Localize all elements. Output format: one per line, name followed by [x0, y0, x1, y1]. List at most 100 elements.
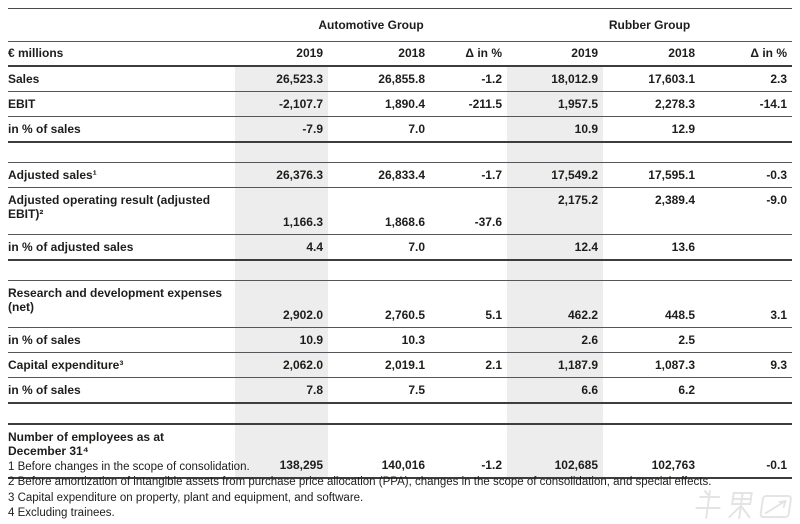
footnote: 1 Before changes in the scope of consoli… — [8, 461, 250, 473]
cell-value: 2,389.4 — [603, 187, 700, 235]
row-label: in % of sales — [8, 116, 235, 143]
table-row-rnd-expenses: Research and development expenses (net) … — [8, 280, 792, 328]
section-spacer-row — [8, 403, 792, 425]
cell-value: 17,595.1 — [603, 162, 700, 188]
cell-value: 10.9 — [507, 116, 603, 143]
cell-value — [700, 327, 792, 353]
group-header-rubber: Rubber Group — [507, 8, 792, 42]
cell-value: -7.9 — [235, 116, 328, 143]
row-label: Capital expenditure³ — [8, 352, 235, 378]
cell-value: -0.1 — [700, 424, 792, 479]
cell-value: 17,603.1 — [603, 66, 700, 92]
cell-value: 2.5 — [603, 327, 700, 353]
col-header-auto-delta: Δ in % — [430, 41, 507, 67]
cell-value — [430, 377, 507, 404]
section-spacer-row — [8, 142, 792, 163]
cell-value — [700, 116, 792, 143]
group-header-row: Automotive Group Rubber Group — [8, 8, 792, 42]
cell-value: 7.0 — [328, 234, 430, 261]
cell-value: 1,868.6 — [328, 187, 430, 235]
cell-value: 2,278.3 — [603, 91, 700, 117]
column-header-row: € millions 2019 2018 Δ in % 2019 2018 Δ … — [8, 41, 792, 67]
cell-value: -9.0 — [700, 187, 792, 235]
section-spacer-row — [8, 260, 792, 281]
cell-value: 9.3 — [700, 352, 792, 378]
cell-value: -1.2 — [430, 66, 507, 92]
cell-value: 3.1 — [700, 280, 792, 328]
table-row-ebit: EBIT -2,107.7 1,890.4 -211.5 1,957.5 2,2… — [8, 91, 792, 117]
row-label: Number of employees as at December 31⁴ — [8, 424, 235, 479]
cell-value: 7.8 — [235, 377, 328, 404]
cell-value: 7.5 — [328, 377, 430, 404]
cell-value: 10.3 — [328, 327, 430, 353]
cell-value: 1,166.3 — [235, 187, 328, 235]
cell-value: -0.3 — [700, 162, 792, 188]
cell-value: -37.6 — [430, 187, 507, 235]
cell-value: 1,890.4 — [328, 91, 430, 117]
table-row-pct-sales-2: in % of sales 10.9 10.3 2.6 2.5 — [8, 327, 792, 353]
cell-value — [430, 327, 507, 353]
row-label: EBIT — [8, 91, 235, 117]
row-label: in % of adjusted sales — [8, 234, 235, 261]
table-row-adjusted-ebit: Adjusted operating result (adjusted EBIT… — [8, 187, 792, 235]
row-label: Research and development expenses (net) — [8, 280, 235, 328]
cell-value: 2.1 — [430, 352, 507, 378]
cell-value: 26,855.8 — [328, 66, 430, 92]
financials-table: Automotive Group Rubber Group € millions… — [8, 8, 792, 479]
cell-value — [700, 234, 792, 261]
footnote: 2 Before amortization of intangible asse… — [8, 476, 712, 489]
cell-value: 10.9 — [235, 327, 328, 353]
cell-value — [700, 377, 792, 404]
cell-value: 2,760.5 — [328, 280, 430, 328]
col-header-rubber-2019: 2019 — [507, 41, 603, 67]
footnote: 3 Capital expenditure on property, plant… — [8, 491, 364, 504]
cell-value: 12.4 — [507, 234, 603, 261]
group-header-spacer — [8, 8, 235, 42]
table-row-pct-sales-3: in % of sales 7.8 7.5 6.6 6.2 — [8, 377, 792, 404]
cell-value: 140,016 — [328, 424, 430, 479]
unit-label: € millions — [8, 41, 235, 67]
cell-value: 448.5 — [603, 280, 700, 328]
cell-value: 2,019.1 — [328, 352, 430, 378]
cell-value: 26,523.3 — [235, 66, 328, 92]
cell-value: -1.2 — [430, 424, 507, 479]
table-row-adjusted-sales: Adjusted sales¹ 26,376.3 26,833.4 -1.7 1… — [8, 162, 792, 188]
table-row-sales: Sales 26,523.3 26,855.8 -1.2 18,012.9 17… — [8, 66, 792, 92]
cell-value: 138,295 — [235, 424, 328, 479]
row-label: in % of sales — [8, 377, 235, 404]
cell-value: 18,012.9 — [507, 66, 603, 92]
cell-value: 2.3 — [700, 66, 792, 92]
cell-value — [430, 116, 507, 143]
cell-value: 13.6 — [603, 234, 700, 261]
col-header-rubber-2018: 2018 — [603, 41, 700, 67]
cell-value: 26,833.4 — [328, 162, 430, 188]
col-header-rubber-delta: Δ in % — [700, 41, 792, 67]
cell-value: -14.1 — [700, 91, 792, 117]
cell-value: 4.4 — [235, 234, 328, 261]
cell-value — [430, 234, 507, 261]
cell-value: -2,107.7 — [235, 91, 328, 117]
cell-value: 7.0 — [328, 116, 430, 143]
table-row-employees: Number of employees as at December 31⁴ 1… — [8, 424, 792, 479]
footnote: 4 Excluding trainees. — [8, 507, 115, 520]
cell-value: 102,763 — [603, 424, 700, 479]
cell-value: 1,187.9 — [507, 352, 603, 378]
cell-value: 5.1 — [430, 280, 507, 328]
cell-value: 2.6 — [507, 327, 603, 353]
cell-value: -211.5 — [430, 91, 507, 117]
cell-value: 2,062.0 — [235, 352, 328, 378]
cell-value: 6.2 — [603, 377, 700, 404]
table-row-pct-sales-1: in % of sales -7.9 7.0 10.9 12.9 — [8, 116, 792, 143]
footnotes: 1 Before changes in the scope of consoli… — [8, 460, 796, 522]
cell-value: 1,087.3 — [603, 352, 700, 378]
cell-value: 2,902.0 — [235, 280, 328, 328]
cell-value: 26,376.3 — [235, 162, 328, 188]
cell-value: 102,685 — [507, 424, 603, 479]
table-row-capex: Capital expenditure³ 2,062.0 2,019.1 2.1… — [8, 352, 792, 378]
row-label: Adjusted sales¹ — [8, 162, 235, 188]
cell-value: 17,549.2 — [507, 162, 603, 188]
table-row-pct-adjusted-sales: in % of adjusted sales 4.4 7.0 12.4 13.6 — [8, 234, 792, 261]
row-label: Adjusted operating result (adjusted EBIT… — [8, 187, 235, 235]
col-header-auto-2019: 2019 — [235, 41, 328, 67]
